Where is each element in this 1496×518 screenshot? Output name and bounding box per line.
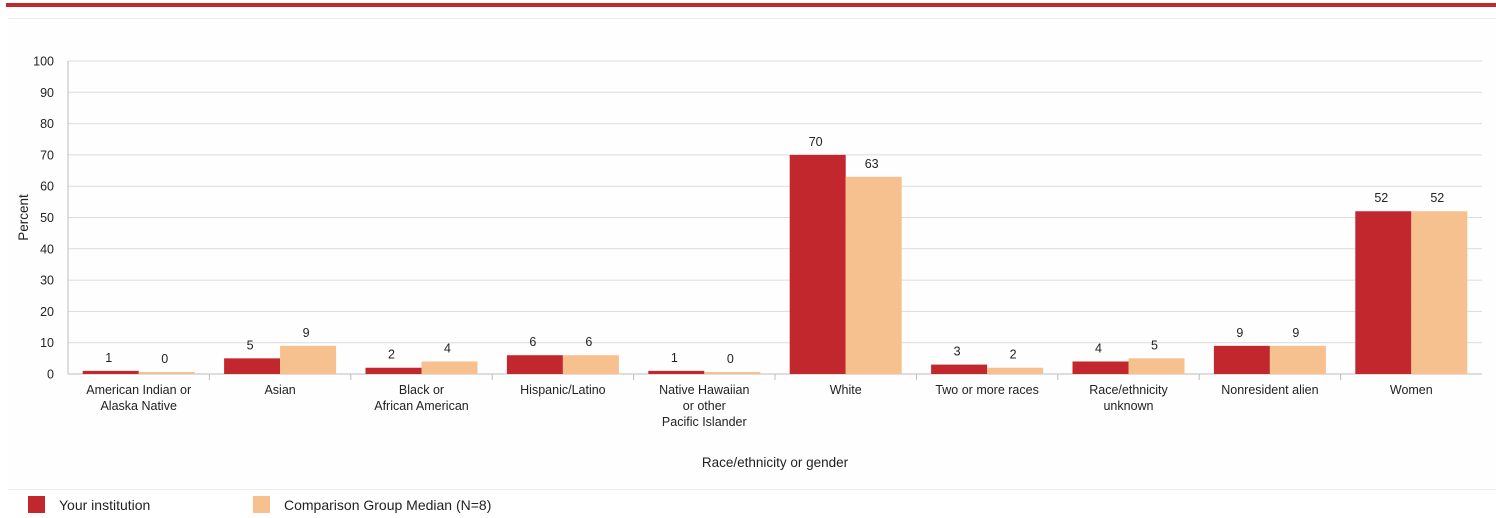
y-tick-label: 60 — [40, 180, 54, 194]
y-tick-label: 40 — [40, 242, 54, 256]
chart-panel — [8, 18, 1496, 490]
bar-comparison — [704, 372, 761, 374]
bar-comparison — [562, 355, 619, 374]
bar-institution — [931, 364, 988, 374]
bar-comparison — [987, 367, 1044, 374]
value-label: 4 — [1095, 341, 1102, 355]
value-label: 4 — [444, 341, 451, 355]
y-tick-label: 50 — [40, 211, 54, 225]
value-label: 6 — [529, 335, 536, 349]
y-tick-label: 20 — [40, 305, 54, 319]
bar-comparison — [280, 345, 337, 374]
legend-swatch-institution — [28, 496, 45, 513]
x-category-label: or other — [683, 399, 726, 413]
y-tick-label: 70 — [40, 148, 54, 162]
x-category-label: Pacific Islander — [662, 415, 747, 429]
bar-institution — [1355, 211, 1412, 374]
bar-institution — [1213, 345, 1270, 374]
value-label: 9 — [303, 326, 310, 340]
value-label: 6 — [585, 335, 592, 349]
bar-institution — [1072, 361, 1129, 374]
y-tick-label: 0 — [47, 368, 54, 382]
value-label: 70 — [809, 135, 823, 149]
value-label: 3 — [954, 345, 961, 359]
bar-institution — [789, 154, 846, 374]
x-category-label: American Indian or — [86, 383, 191, 397]
x-category-label: Women — [1390, 383, 1433, 397]
bar-comparison — [421, 361, 478, 374]
y-tick-label: 30 — [40, 274, 54, 288]
bar-institution — [506, 355, 563, 374]
y-tick-label: 100 — [33, 55, 54, 69]
y-tick-label: 80 — [40, 117, 54, 131]
x-category-label: Nonresident alien — [1221, 383, 1318, 397]
value-label: 5 — [1151, 338, 1158, 352]
value-label: 9 — [1236, 326, 1243, 340]
y-tick-label: 90 — [40, 86, 54, 100]
value-label: 0 — [161, 352, 168, 366]
bar-comparison — [138, 372, 195, 374]
bar-comparison — [1411, 211, 1468, 374]
bar-comparison — [1269, 345, 1326, 374]
x-category-label: Native Hawaiian — [659, 383, 749, 397]
y-axis-title: Percent — [16, 194, 31, 241]
x-axis-title: Race/ethnicity or gender — [702, 455, 849, 470]
value-label: 1 — [671, 351, 678, 365]
bar-institution — [82, 370, 139, 374]
x-category-label: African American — [374, 399, 469, 413]
bar-comparison — [845, 176, 902, 374]
x-category-label: Black or — [399, 383, 444, 397]
legend-swatch-comparison — [253, 496, 270, 513]
legend-item-comparison: Comparison Group Median (N=8) — [253, 496, 491, 513]
y-tick-label: 10 — [40, 336, 54, 350]
value-label: 52 — [1430, 191, 1444, 205]
bar-comparison — [1128, 358, 1185, 374]
legend-label-comparison: Comparison Group Median (N=8) — [284, 496, 492, 513]
legend-item-institution: Your institution — [28, 496, 150, 513]
value-label: 52 — [1374, 191, 1388, 205]
x-category-label: Alaska Native — [100, 399, 176, 413]
x-category-label: Asian — [264, 383, 295, 397]
bar-institution — [224, 358, 281, 374]
value-label: 63 — [865, 157, 879, 171]
value-label: 9 — [1292, 326, 1299, 340]
value-label: 5 — [247, 338, 254, 352]
value-label: 2 — [1010, 348, 1017, 362]
x-category-label: Hispanic/Latino — [520, 383, 606, 397]
legend-label-institution: Your institution — [59, 496, 151, 513]
bar-institution — [648, 370, 705, 374]
bar-institution — [365, 367, 422, 374]
x-category-label: White — [830, 383, 862, 397]
top-rule — [6, 3, 1496, 7]
x-category-label: Two or more races — [935, 383, 1039, 397]
value-label: 2 — [388, 348, 395, 362]
value-label: 0 — [727, 352, 734, 366]
x-category-label: unknown — [1103, 399, 1153, 413]
x-category-label: Race/ethnicity — [1089, 383, 1168, 397]
value-label: 1 — [105, 351, 112, 365]
